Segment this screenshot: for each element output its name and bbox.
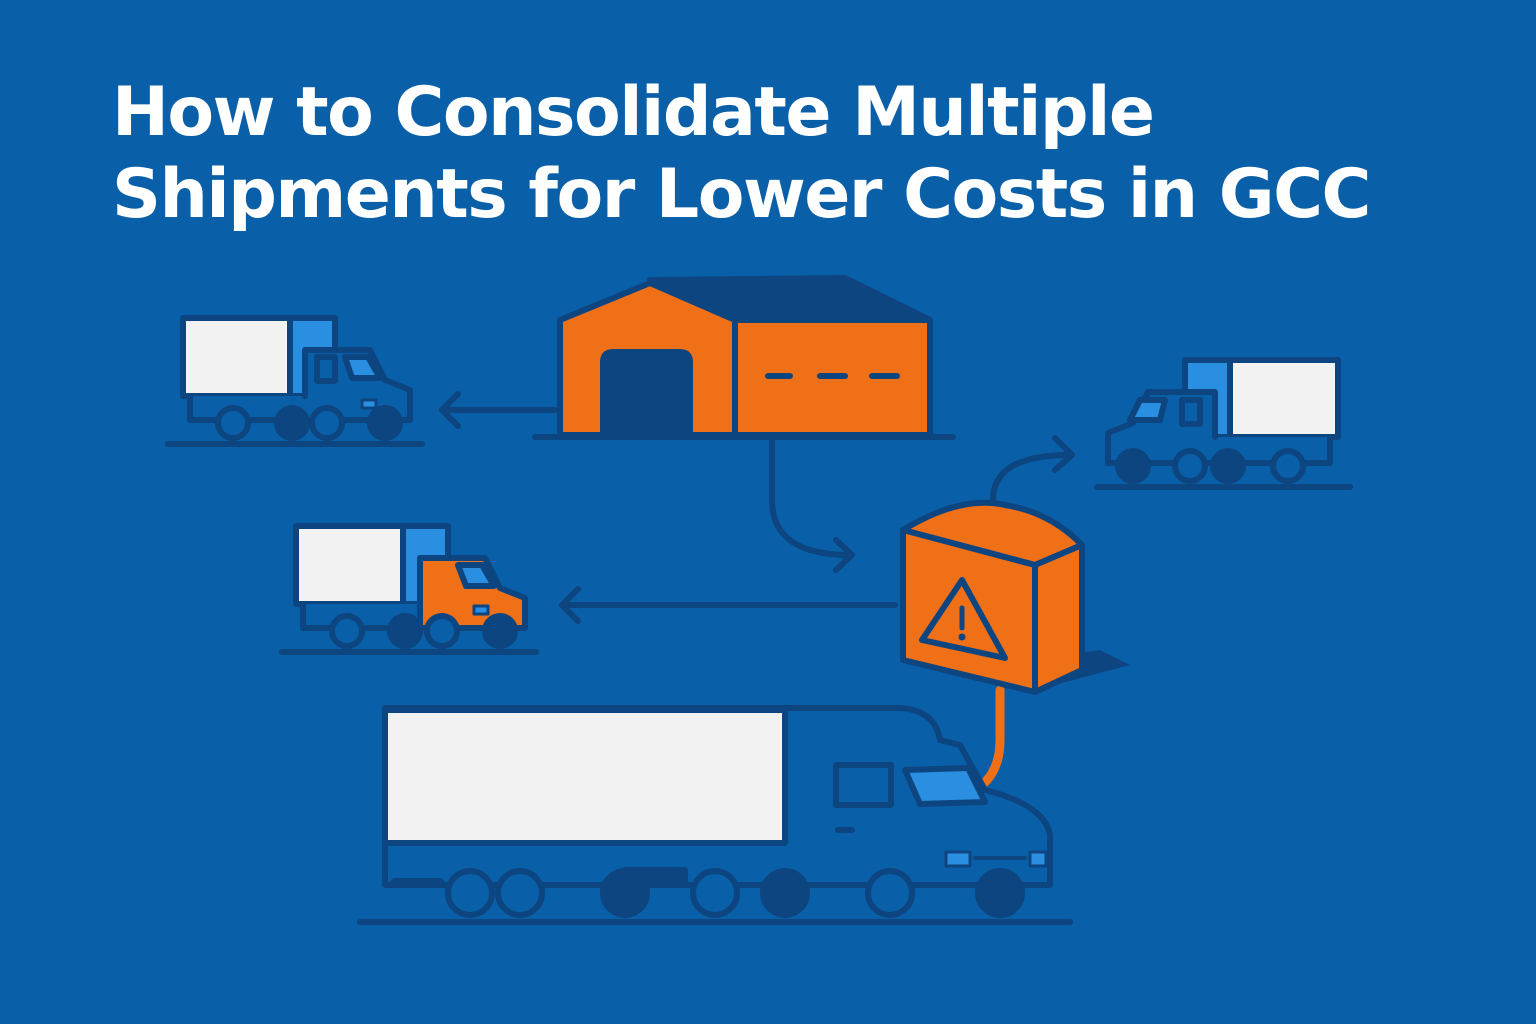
delivery-truck-icon — [165, 315, 425, 447]
warning-icon — [919, 577, 1008, 661]
delivery-truck-icon — [1094, 357, 1353, 490]
warehouse-icon — [532, 275, 956, 440]
package-box-icon — [900, 499, 1130, 695]
title-line-2: Shipments for Lower Costs in GCC — [112, 155, 1371, 234]
semi-truck-icon — [357, 705, 1073, 925]
page-title: How to Consolidate Multiple Shipments fo… — [112, 72, 1371, 236]
delivery-truck-icon — [279, 523, 539, 655]
title-line-1: How to Consolidate Multiple — [112, 73, 1155, 152]
